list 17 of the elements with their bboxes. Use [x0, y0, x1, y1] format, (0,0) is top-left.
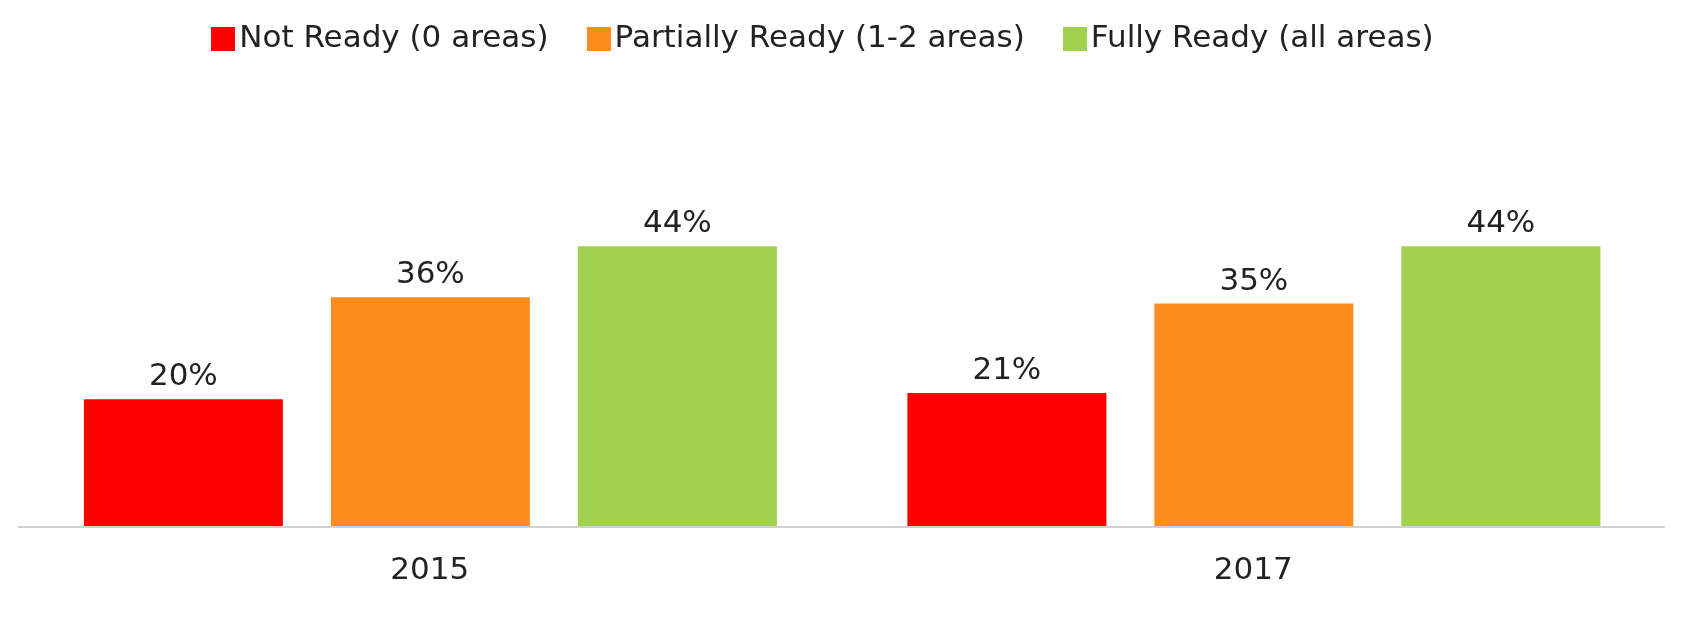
data-label: 44%	[642, 203, 712, 240]
bar	[83, 399, 283, 527]
bar	[907, 392, 1107, 527]
bar	[330, 297, 530, 527]
data-label: 35%	[1219, 260, 1289, 297]
data-label: 36%	[395, 254, 465, 291]
bar	[577, 246, 777, 527]
legend-label: Fully Ready (all areas)	[1090, 18, 1434, 54]
data-label: 21%	[972, 349, 1042, 386]
bar	[1154, 303, 1354, 527]
data-label: 20%	[148, 356, 218, 393]
data-label: 44%	[1466, 203, 1536, 240]
x-tick-label: 2015	[390, 550, 470, 587]
legend-label: Partially Ready (1-2 areas)	[614, 18, 1025, 54]
x-tick-label: 2017	[1213, 550, 1293, 587]
bar	[1401, 246, 1601, 527]
legend-label: Not Ready (0 areas)	[239, 18, 549, 54]
